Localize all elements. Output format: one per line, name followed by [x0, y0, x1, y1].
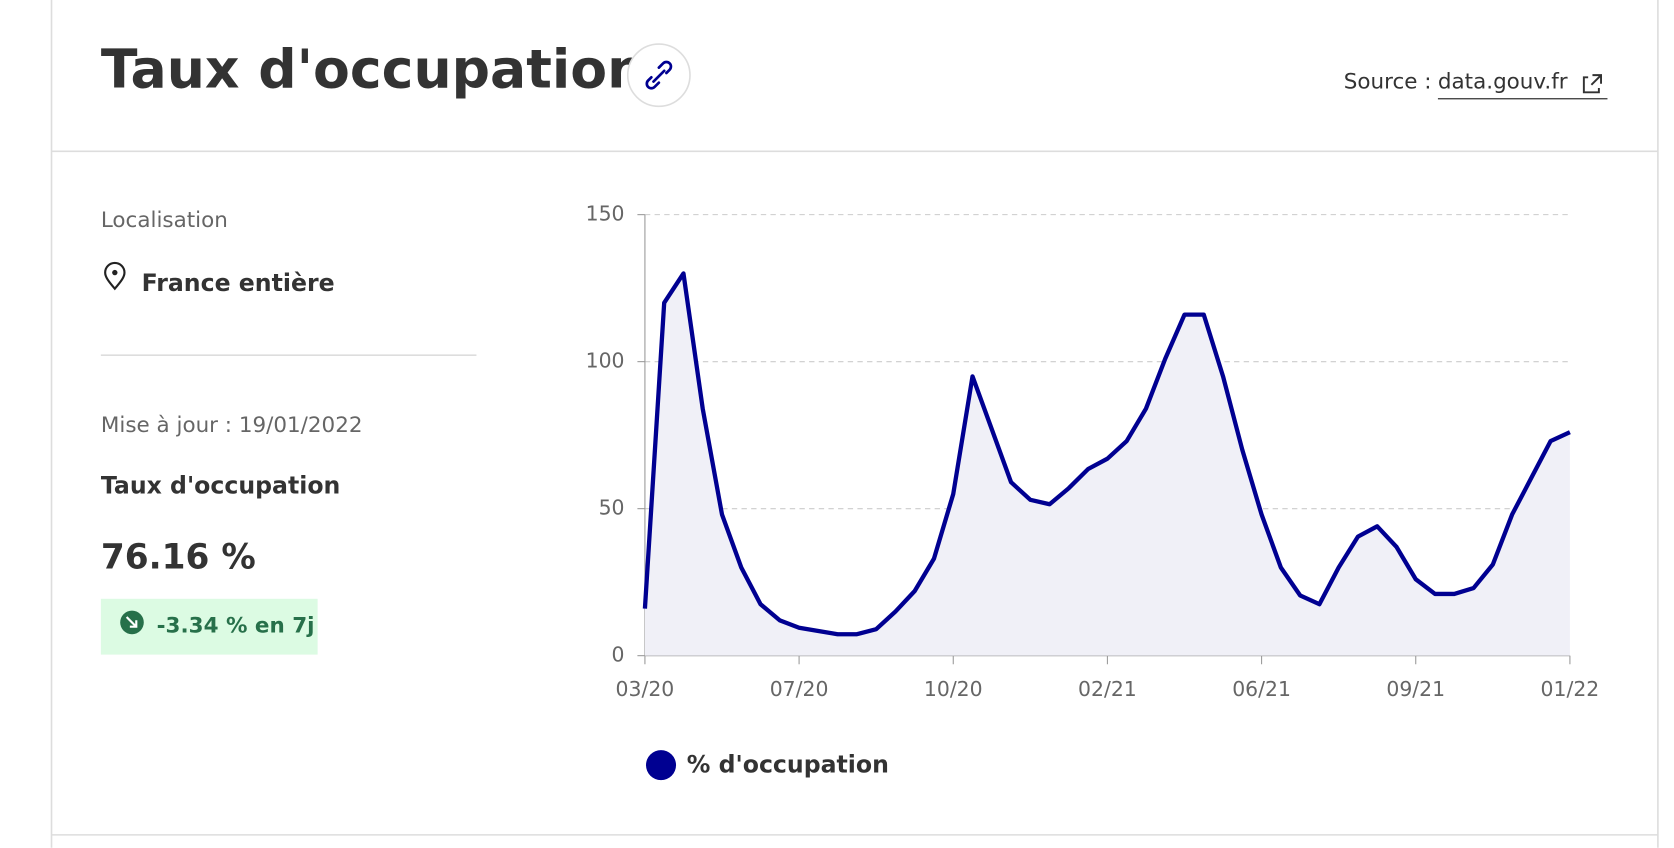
area	[644, 273, 1570, 656]
external-icon	[1582, 74, 1602, 94]
change-arrow	[125, 616, 138, 628]
x-tick-label: 09/21	[1386, 677, 1445, 701]
line	[642, 271, 1571, 637]
indicator: Taux d'occupation	[101, 472, 340, 500]
y-tick-label: 50	[599, 496, 625, 520]
source-label: Source :	[1344, 70, 1432, 95]
updated: Mise à jour : 19/01/2022	[101, 413, 363, 438]
x-tick-label: 03/20	[616, 677, 675, 701]
x-tick-label: 06/21	[1232, 677, 1291, 701]
legend-marker	[645, 750, 677, 781]
x-tick-label: 01/22	[1541, 677, 1600, 701]
location: France entière	[142, 269, 335, 297]
value: 76.16 %	[101, 538, 256, 578]
x-tick-label: 02/21	[1078, 677, 1137, 701]
source-link[interactable]: data.gouv.fr	[1438, 70, 1568, 95]
location-label: Localisation	[101, 208, 228, 233]
legend-label: % d'occupation	[687, 751, 889, 779]
x-tick-label: 10/20	[924, 677, 983, 701]
y-tick-label: 100	[586, 349, 625, 373]
title: Taux d'occupation	[101, 38, 645, 101]
pin-icon	[104, 261, 126, 291]
pin-dot	[112, 269, 118, 276]
chart: 0 50 100 150 03/20 07/20 10/20 02/21 06/21 09/21 0…	[586, 202, 1600, 781]
y-tick-label: 150	[586, 202, 625, 226]
link-button[interactable]	[626, 43, 691, 108]
change: -3.34 % en 7j	[157, 614, 315, 639]
x-tick-label: 07/20	[770, 677, 829, 701]
y-tick-label: 0	[612, 643, 625, 667]
